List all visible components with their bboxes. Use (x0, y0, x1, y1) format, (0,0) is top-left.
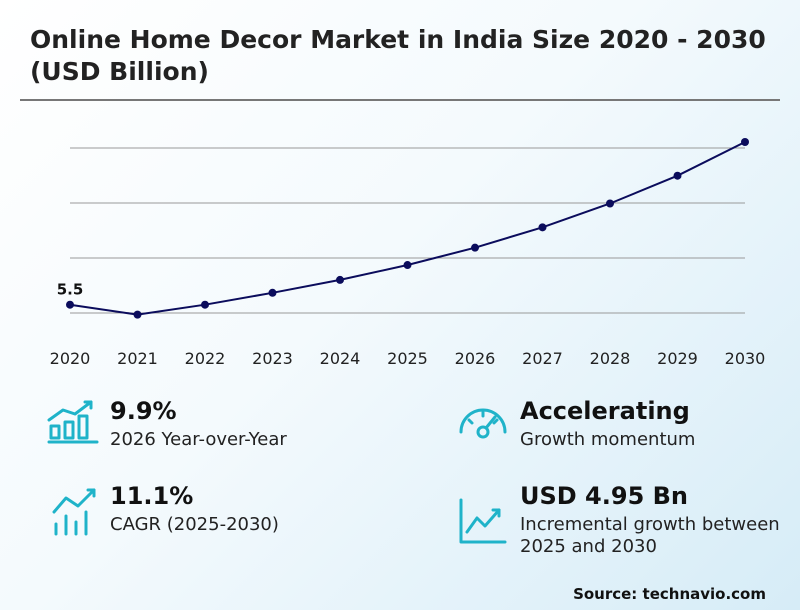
gridlines (70, 147, 745, 314)
data-labels: 5.5 (57, 281, 84, 299)
chart-title: Online Home Decor Market in India Size 2… (30, 25, 766, 86)
series-line (69, 141, 746, 316)
stat-momentum-value: Accelerating (520, 397, 690, 425)
x-axis-ticks: 2020 2021 2022 2023 2024 2025 2026 2027 2028 2029… (50, 349, 766, 368)
x-tick-2029: 2029 (657, 349, 698, 368)
stat-yoy-label: 2026 Year-over-Year (110, 429, 287, 450)
data-point-2029 (673, 171, 682, 180)
data-point-2028 (606, 199, 614, 208)
data-point-2022 (201, 300, 209, 309)
x-tick-2024: 2024 (320, 349, 361, 368)
stat-cagr-label: CAGR (2025-2030) (110, 514, 279, 535)
stat-yoy: 9.9% 2026 Year-over-Year (110, 397, 287, 451)
x-tick-2023: 2023 (252, 349, 293, 368)
source-note: Source: technavio.com (573, 585, 766, 603)
data-point-2020 (66, 300, 74, 309)
x-tick-2022: 2022 (185, 349, 226, 368)
title-divider (20, 99, 780, 101)
data-point-2023 (268, 288, 277, 297)
x-tick-2021: 2021 (117, 349, 158, 368)
data-point-2026 (471, 243, 479, 252)
stat-incremental-value: USD 4.95 Bn (520, 482, 688, 510)
x-tick-2026: 2026 (455, 349, 496, 368)
x-tick-2025: 2025 (387, 349, 428, 368)
x-tick-2020: 2020 (50, 349, 91, 368)
data-points (66, 137, 749, 319)
x-tick-2030: 2030 (725, 349, 766, 368)
data-point-2027 (538, 223, 547, 232)
data-point-2021 (133, 310, 142, 319)
bar-growth-icon (45, 396, 101, 452)
data-point-2025 (403, 261, 412, 270)
stat-momentum: Accelerating Growth momentum (520, 397, 695, 451)
data-label-2020: 5.5 (57, 281, 84, 299)
data-point-2024 (336, 275, 344, 284)
stat-momentum-label: Growth momentum (520, 429, 696, 450)
data-point-2030 (741, 137, 749, 146)
trend-chart-icon (455, 494, 511, 550)
line-bar-growth-icon (48, 484, 104, 540)
stat-incremental-label: Incremental growth between 2025 and 2030 (520, 514, 780, 557)
stat-yoy-value: 9.9% (110, 397, 177, 425)
speedometer-icon (455, 398, 511, 454)
stat-cagr-value: 11.1% (110, 482, 194, 510)
line-chart: 5.5 2020 2021 2022 2023 2024 2025 2026 2027 2028… (50, 137, 766, 368)
x-tick-2027: 2027 (522, 349, 563, 368)
stat-incremental: USD 4.95 Bn Incremental growth between 2… (520, 482, 780, 558)
x-tick-2028: 2028 (590, 349, 631, 368)
stat-cagr: 11.1% CAGR (2025-2030) (110, 482, 279, 536)
